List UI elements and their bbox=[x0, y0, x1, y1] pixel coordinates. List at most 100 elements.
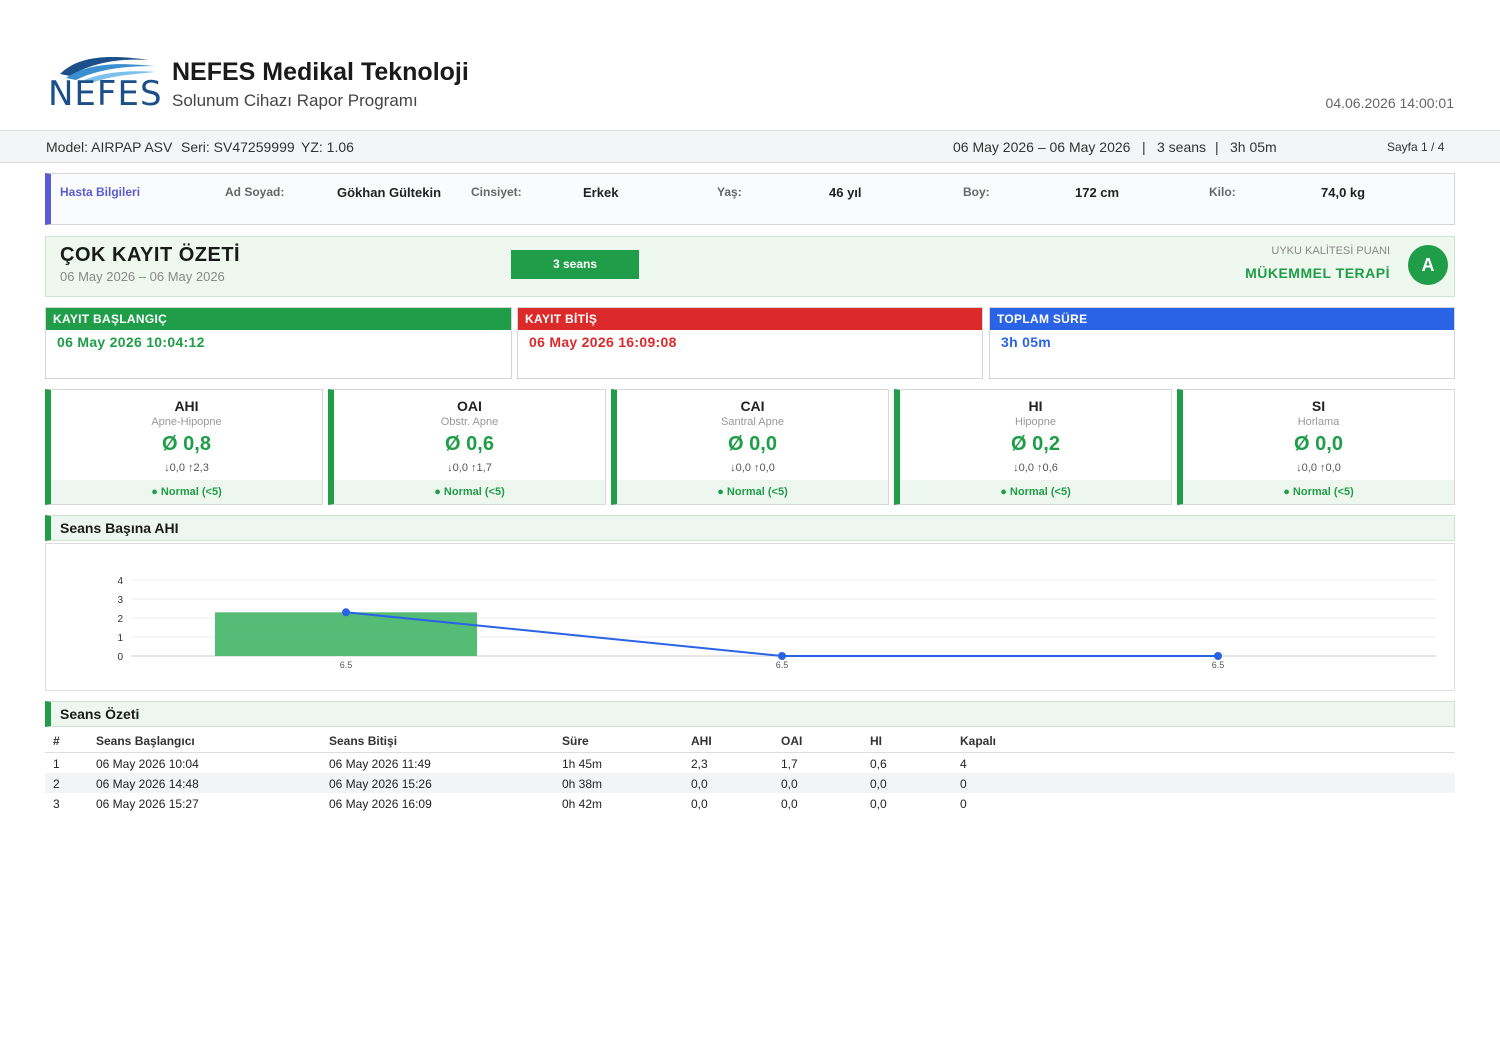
ahi-per-session-chart: 0 1 2 3 4 6.5 6.5 6.5 bbox=[45, 543, 1455, 691]
metric-name: OAI bbox=[457, 398, 482, 414]
col-header: Kapalı bbox=[960, 734, 997, 748]
company-name: NEFES Medikal Teknoloji bbox=[172, 58, 469, 86]
table-cell: 0,0 bbox=[870, 797, 887, 811]
patient-age: 46 yıl bbox=[829, 185, 862, 200]
table-cell: 1h 45m bbox=[562, 757, 603, 771]
sessions-badge: 3 seans bbox=[511, 250, 639, 279]
weight-label: Kilo: bbox=[1209, 185, 1236, 199]
report-header: NEFES NEFES Medikal Teknoloji Solunum Ci… bbox=[0, 0, 1500, 130]
metric-range: ↓0,0 ↑1,7 bbox=[447, 462, 492, 474]
metric-name: SI bbox=[1311, 398, 1326, 414]
program-name: Solunum Cihazı Rapor Programı bbox=[172, 91, 418, 110]
session-summary-table: # Seans Başlangıcı Seans Bitişi Süre AHI… bbox=[45, 730, 1455, 813]
device-info-bar: Model: AIRPAP ASV Seri: SV47259999 YZ: 1… bbox=[0, 130, 1500, 163]
summary-title: ÇOK KAYIT ÖZETİ bbox=[60, 244, 241, 266]
table-cell: 3 bbox=[53, 797, 60, 811]
table-cell: 0,6 bbox=[870, 757, 887, 771]
metric-value: Ø 0,8 bbox=[162, 433, 211, 455]
x-tick-label: 6.5 bbox=[340, 660, 353, 670]
y-tick-label: 4 bbox=[117, 576, 123, 587]
table-cell: 06 May 2026 14:48 bbox=[96, 777, 199, 791]
table-row: 3 06 May 2026 15:27 06 May 2026 16:09 0h… bbox=[45, 793, 1455, 813]
table-section-title: Seans Özeti bbox=[45, 701, 1455, 727]
metric-name: AHI bbox=[174, 398, 199, 414]
metric-subtitle: Santral Apne bbox=[721, 416, 784, 428]
x-tick-label: 6.5 bbox=[1212, 660, 1225, 670]
metric-value: Ø 0,6 bbox=[445, 433, 494, 455]
logo-text: NEFES bbox=[48, 74, 163, 114]
col-header: # bbox=[53, 734, 60, 748]
separator: | bbox=[1215, 139, 1219, 155]
gender-label: Cinsiyet: bbox=[471, 185, 522, 199]
metric-status: ● Normal (<5) bbox=[51, 480, 322, 504]
metric-card-ahi: AHI Apne-Hipopne Ø 0,8 ↓0,0 ↑2,3 ● Norma… bbox=[45, 389, 323, 505]
total-duration-box: TOPLAM SÜRE 3h 05m bbox=[989, 307, 1455, 379]
record-end-label: KAYIT BİTİŞ bbox=[518, 308, 982, 330]
patient-name: Gökhan Gültekin bbox=[337, 185, 442, 200]
table-cell: 06 May 2026 15:26 bbox=[329, 777, 432, 791]
col-header: Seans Bitişi bbox=[329, 734, 398, 748]
separator: | bbox=[1142, 139, 1146, 155]
ahi-point bbox=[778, 652, 786, 660]
y-tick-label: 1 bbox=[117, 633, 123, 644]
patient-info-title: Hasta Bilgileri bbox=[60, 185, 141, 199]
multi-record-summary: ÇOK KAYIT ÖZETİ 06 May 2026 – 06 May 202… bbox=[45, 236, 1455, 297]
page-number: Sayfa 1 / 4 bbox=[1387, 140, 1445, 154]
ahi-point bbox=[1214, 652, 1222, 660]
metric-status: ● Normal (<5) bbox=[334, 480, 605, 504]
metric-card-oai: OAI Obstr. Apne Ø 0,6 ↓0,0 ↑1,7 ● Normal… bbox=[328, 389, 606, 505]
metric-status: ● Normal (<5) bbox=[900, 480, 1171, 504]
y-tick-label: 2 bbox=[117, 614, 123, 625]
col-header: Süre bbox=[562, 734, 589, 748]
chart-section-title: Seans Başına AHI bbox=[45, 515, 1455, 541]
col-header: Seans Başlangıcı bbox=[96, 734, 195, 748]
name-label: Ad Soyad: bbox=[225, 185, 285, 199]
metric-card-si: SI Horlama Ø 0,0 ↓0,0 ↑0,0 ● Normal (<5) bbox=[1177, 389, 1455, 505]
table-cell: 1,7 bbox=[781, 757, 798, 771]
metric-value: Ø 0,0 bbox=[1294, 433, 1343, 455]
table-cell: 4 bbox=[960, 757, 967, 771]
table-cell: 06 May 2026 11:49 bbox=[329, 757, 431, 771]
device-serial: Seri: SV47259999 bbox=[181, 139, 295, 155]
wave-icon bbox=[60, 56, 156, 82]
record-start-value: 06 May 2026 10:04:12 bbox=[57, 334, 205, 350]
metric-subtitle: Apne-Hipopne bbox=[151, 416, 222, 428]
metric-card-hi: HI Hipopne Ø 0,2 ↓0,0 ↑0,6 ● Normal (<5) bbox=[894, 389, 1172, 505]
device-model: Model: AIRPAP ASV bbox=[46, 139, 173, 155]
sleep-quality-value: MÜKEMMEL TERAPİ bbox=[1245, 265, 1390, 281]
table-cell: 1 bbox=[53, 757, 60, 771]
table-cell: 0h 38m bbox=[562, 777, 603, 791]
record-start-box: KAYIT BAŞLANGIÇ 06 May 2026 10:04:12 bbox=[45, 307, 512, 379]
metric-status: ● Normal (<5) bbox=[1183, 480, 1454, 504]
metric-range: ↓0,0 ↑0,0 bbox=[730, 462, 775, 474]
table-cell: 0,0 bbox=[691, 797, 708, 811]
date-range: 06 May 2026 – 06 May 2026 bbox=[953, 139, 1131, 155]
metric-status: ● Normal (<5) bbox=[617, 480, 888, 504]
metric-subtitle: Horlama bbox=[1297, 416, 1340, 428]
metric-subtitle: Obstr. Apne bbox=[440, 416, 499, 428]
table-header: # Seans Başlangıcı Seans Bitişi Süre AHI… bbox=[45, 730, 1455, 753]
table-cell: 0,0 bbox=[781, 797, 798, 811]
sleep-quality-grade: A bbox=[1408, 245, 1448, 285]
table-cell: 06 May 2026 10:04 bbox=[96, 757, 199, 771]
col-header: HI bbox=[870, 734, 882, 748]
metric-range: ↓0,0 ↑0,0 bbox=[1296, 462, 1341, 474]
metric-range: ↓0,0 ↑0,6 bbox=[1013, 462, 1058, 474]
table-row: 2 06 May 2026 14:48 06 May 2026 15:26 0h… bbox=[45, 773, 1455, 793]
metric-subtitle: Hipopne bbox=[1015, 416, 1056, 428]
table-cell: 06 May 2026 16:09 bbox=[329, 797, 432, 811]
metric-value: Ø 0,2 bbox=[1011, 433, 1060, 455]
total-duration-value: 3h 05m bbox=[1001, 334, 1052, 350]
summary-date-range: 06 May 2026 – 06 May 2026 bbox=[60, 269, 225, 284]
metric-value: Ø 0,0 bbox=[728, 433, 777, 455]
x-tick-label: 6.5 bbox=[776, 660, 789, 670]
table-cell: 0,0 bbox=[691, 777, 708, 791]
session-count: 3 seans bbox=[1157, 139, 1207, 155]
table-row: 1 06 May 2026 10:04 06 May 2026 11:49 1h… bbox=[45, 753, 1455, 773]
patient-gender: Erkek bbox=[583, 185, 619, 200]
chart-svg: 0 1 2 3 4 6.5 6.5 6.5 bbox=[117, 576, 1436, 670]
metric-range: ↓0,0 ↑2,3 bbox=[164, 462, 209, 474]
table-cell: 0,0 bbox=[870, 777, 887, 791]
age-label: Yaş: bbox=[717, 185, 742, 199]
metric-name: CAI bbox=[740, 398, 765, 414]
